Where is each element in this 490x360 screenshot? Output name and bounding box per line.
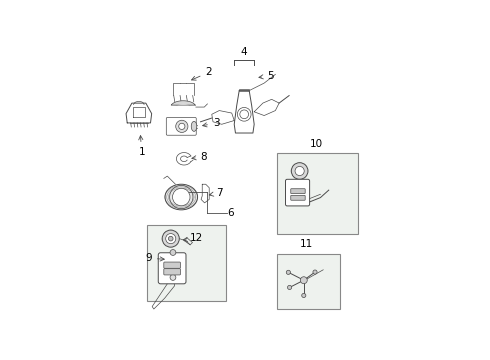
Text: 1: 1 [138,136,145,157]
FancyBboxPatch shape [291,195,305,200]
FancyBboxPatch shape [158,253,186,284]
Text: 4: 4 [241,47,247,57]
Ellipse shape [191,121,197,131]
Text: 12: 12 [183,233,203,243]
Text: 3: 3 [203,118,220,128]
FancyBboxPatch shape [291,189,305,194]
Bar [147,225,226,301]
Circle shape [166,234,176,244]
Circle shape [170,249,176,255]
Circle shape [179,123,185,130]
FancyBboxPatch shape [164,269,180,275]
Circle shape [172,188,190,206]
Circle shape [162,230,179,247]
Circle shape [300,277,307,284]
Text: 6: 6 [227,208,234,218]
Circle shape [169,236,173,241]
FancyBboxPatch shape [166,117,196,135]
Polygon shape [171,101,195,106]
Bar [277,254,340,309]
FancyBboxPatch shape [286,179,310,206]
Text: 9: 9 [145,253,164,263]
Circle shape [170,275,176,280]
Text: 8: 8 [192,152,207,162]
Circle shape [313,270,317,274]
Text: 2: 2 [192,67,212,80]
Text: 10: 10 [310,139,323,149]
Text: 11: 11 [300,239,313,249]
FancyBboxPatch shape [164,262,180,268]
Circle shape [286,270,291,274]
Text: 5: 5 [259,71,274,81]
Circle shape [295,166,304,176]
Circle shape [176,120,188,132]
Text: 7: 7 [209,188,223,198]
Circle shape [292,163,308,179]
Ellipse shape [165,184,197,210]
Circle shape [302,293,306,297]
Bar [277,153,358,234]
Circle shape [288,285,292,289]
